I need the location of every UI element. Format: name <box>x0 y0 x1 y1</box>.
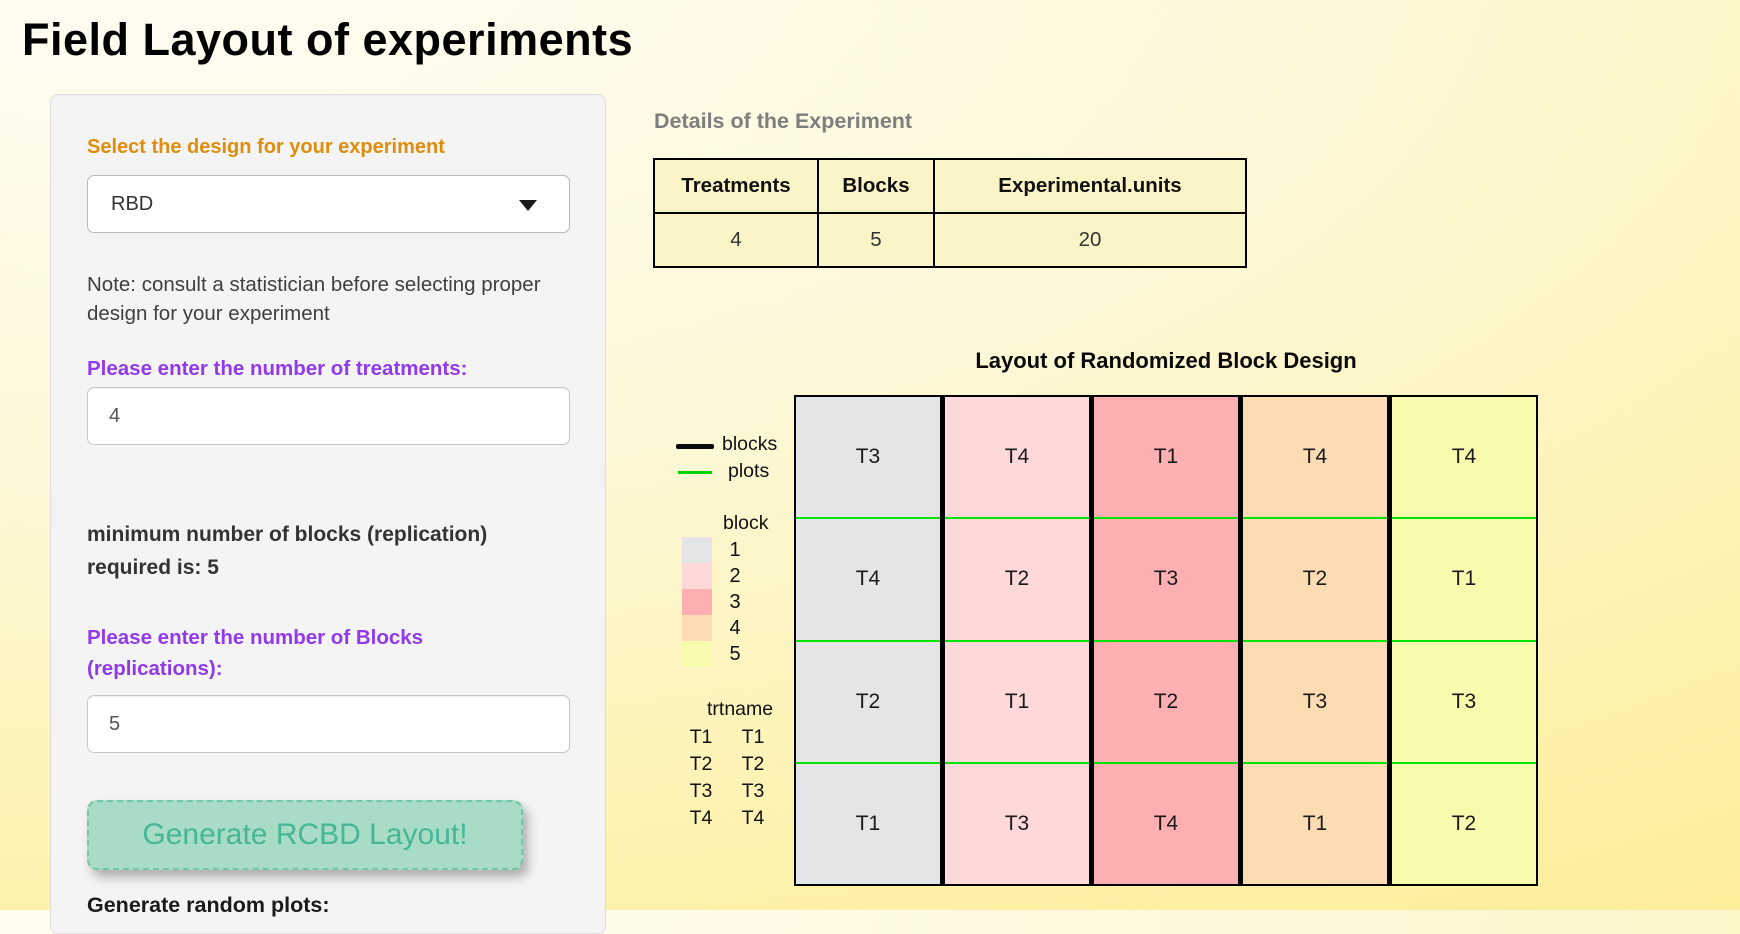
min-blocks-text: minimum number of blocks (replication) r… <box>87 523 488 579</box>
plot-cell: T4 <box>1094 761 1238 884</box>
plot-cell: T3 <box>855 445 881 469</box>
trtname-label: T4 <box>689 807 713 829</box>
block-column: T4 T2 T1 T3 <box>940 397 1089 884</box>
trtname-row: T4 T4 <box>684 805 770 832</box>
blocks-input[interactable] <box>87 695 570 753</box>
block-color-swatch <box>682 589 712 615</box>
block-column: T4 T1 T3 T2 <box>1387 397 1536 884</box>
generate-layout-button[interactable]: Generate RCBD Layout! <box>87 800 523 870</box>
plot-cell: T3 <box>945 761 1089 884</box>
plot-cell: T1 <box>796 761 940 884</box>
trtname-label: T4 <box>741 807 765 829</box>
trtname-row: T2 T2 <box>684 751 770 778</box>
details-header-cell: Treatments <box>653 158 819 214</box>
trtname-row: T3 T3 <box>684 778 770 805</box>
legend-plots-line-icon <box>678 471 712 474</box>
design-select-label: Select the design for your experiment <box>87 136 445 158</box>
plot-cell: T2 <box>1243 517 1387 639</box>
plot-title: Layout of Randomized Block Design <box>975 348 1357 373</box>
page-title: Field Layout of experiments <box>22 14 634 65</box>
trtname-label: T3 <box>689 780 713 802</box>
treatments-input-label: Please enter the number of treatments: <box>87 357 468 380</box>
plot-cell: T4 <box>1004 445 1030 469</box>
sidebar-panel <box>50 94 606 934</box>
details-heading: Details of the Experiment <box>654 109 913 133</box>
details-table: Treatments Blocks Experimental.units 4 5 20 <box>653 158 1247 268</box>
block-number-label: 4 <box>729 616 741 639</box>
plot-cell: T3 <box>1243 639 1387 762</box>
legend-plots-label: plots <box>728 460 770 482</box>
legend-block-row: 5 <box>682 641 758 667</box>
plot-cell: T1 <box>945 639 1089 762</box>
design-select[interactable]: RBD <box>87 175 570 233</box>
block-number-label: 2 <box>729 564 741 587</box>
block-column: T3 T4 T2 T1 <box>796 397 940 884</box>
legend-block-swatches: 1 2 3 4 5 <box>682 537 758 667</box>
trtname-row: T1 T1 <box>684 724 770 751</box>
details-header-cell: Experimental.units <box>933 158 1247 214</box>
details-value-cell: 20 <box>933 212 1247 268</box>
legend-block-row: 1 <box>682 537 758 563</box>
block-number-label: 1 <box>729 538 741 561</box>
plot-cell: T2 <box>1094 639 1238 762</box>
trtname-label: T1 <box>689 726 713 748</box>
legend-blocks-label: blocks <box>722 433 778 455</box>
legend-block-row: 2 <box>682 563 758 589</box>
block-color-swatch <box>682 537 712 563</box>
block-number-label: 3 <box>729 590 741 613</box>
rcbd-layout-plot: T3 T4 T2 T1 T4 T2 T1 T3 T1 T3 T2 T4 T4 T2 T3 T1 T4 T1 T3 T2 <box>794 395 1538 886</box>
plot-cell: T4 <box>1451 445 1477 469</box>
plot-cell: T4 <box>796 517 940 639</box>
legend-block-header: block <box>723 512 769 534</box>
block-color-swatch <box>682 563 712 589</box>
plot-cell: T4 <box>1302 445 1328 469</box>
chevron-down-icon <box>519 200 537 211</box>
details-value-cell: 4 <box>653 212 819 268</box>
details-header-cell: Blocks <box>817 158 935 214</box>
details-value-cell: 5 <box>817 212 935 268</box>
details-table-value-row: 4 5 20 <box>653 212 1247 268</box>
block-color-swatch <box>682 615 712 641</box>
plot-cell: T2 <box>796 639 940 762</box>
trtname-label: T2 <box>689 753 713 775</box>
blocks-input-label: Please enter the number of Blocks (repli… <box>87 626 424 680</box>
trtname-label: T3 <box>741 780 765 802</box>
plot-cell: T1 <box>1392 517 1536 639</box>
block-number-label: 5 <box>729 642 741 665</box>
treatments-input[interactable] <box>87 387 570 445</box>
legend-block-row: 4 <box>682 615 758 641</box>
plot-cell: T3 <box>1392 639 1536 762</box>
block-color-swatch <box>682 641 712 667</box>
legend-blocks-line-icon <box>676 444 714 449</box>
block-column: T1 T3 T2 T4 <box>1089 397 1238 884</box>
design-select-value: RBD <box>111 192 154 215</box>
plot-cell: T2 <box>945 517 1089 639</box>
trtname-label: T2 <box>741 753 765 775</box>
plot-cell: T3 <box>1094 517 1238 639</box>
legend-trtname-list: T1 T1 T2 T2 T3 T3 T4 T4 <box>684 724 770 832</box>
random-plots-label: Generate random plots: <box>87 893 330 917</box>
block-column: T4 T2 T3 T1 <box>1238 397 1387 884</box>
legend-trtname-header: trtname <box>707 698 774 720</box>
details-table-header-row: Treatments Blocks Experimental.units <box>653 158 1247 214</box>
plot-cell: T1 <box>1243 761 1387 884</box>
trtname-label: T1 <box>741 726 765 748</box>
legend-block-row: 3 <box>682 589 758 615</box>
plot-cell: T1 <box>1153 445 1179 469</box>
plot-cell: T2 <box>1392 761 1536 884</box>
design-note-text: Note: consult a statistician before sele… <box>87 273 541 325</box>
